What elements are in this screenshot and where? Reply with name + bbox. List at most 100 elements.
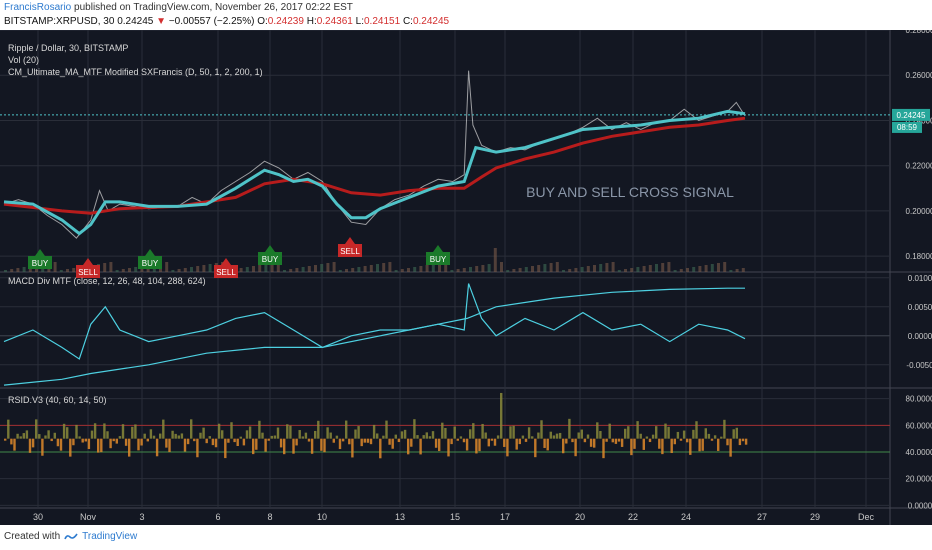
volume-bar [543, 264, 547, 272]
rsi-bar [214, 438, 218, 448]
rsi-bar [239, 436, 242, 439]
rsi-bar [543, 438, 546, 448]
rsi-bar [255, 438, 258, 450]
buy-arrow-icon [265, 245, 275, 252]
rsi-bar [391, 438, 394, 449]
rsi-bar [217, 423, 221, 439]
tradingview-link[interactable]: TradingView [82, 531, 138, 542]
rsi-bar [487, 438, 490, 447]
rsi-bar [400, 431, 404, 439]
low-value: 0.24151 [364, 16, 401, 27]
volume-bar [642, 266, 646, 272]
volume-bar [10, 269, 14, 272]
x-tick-label: 10 [317, 512, 327, 522]
rsi-bar [4, 438, 7, 441]
volume-bar [531, 266, 534, 272]
x-tick-label: 8 [267, 512, 272, 522]
rsi-bar [382, 435, 385, 439]
rsi-bar [171, 430, 174, 439]
volume-bar [648, 265, 652, 272]
rsi-bar [540, 420, 543, 439]
rsi-bar [72, 438, 75, 446]
volume-bar [611, 262, 615, 272]
volume-bar [394, 270, 398, 272]
rsi-bar [686, 438, 689, 443]
rsi-bar [149, 429, 153, 439]
y-tick-label: 0.18000 [906, 252, 932, 261]
rsi-bar [183, 438, 187, 452]
countdown: 08:59 [897, 123, 918, 132]
volume-bar [369, 265, 373, 272]
rsi-bar [242, 438, 246, 446]
volume-bar [407, 268, 410, 272]
volume-bar [617, 270, 621, 272]
rsi-bar [648, 438, 652, 443]
volume-bar [258, 265, 262, 272]
volume-bar [419, 266, 423, 272]
x-tick-label: 13 [395, 512, 405, 522]
signal-label: SELL [216, 268, 236, 277]
rsi-bar [438, 438, 441, 452]
rsi-bar [555, 433, 559, 439]
footer: Created with TradingView [4, 531, 137, 542]
buy-arrow-icon [433, 245, 443, 252]
rsi-bar [199, 432, 202, 439]
author-link[interactable]: FrancisRosario [4, 2, 72, 13]
rsi-bar [227, 438, 230, 443]
volume-bar [115, 270, 119, 272]
volume-bar [289, 269, 293, 272]
macd-slow-line [3, 287, 745, 386]
down-arrow-icon: ▼ [156, 16, 167, 27]
open-value: 0.24239 [267, 16, 304, 27]
rsi-bar [22, 433, 25, 439]
rsi-bar [379, 438, 382, 459]
volume-bar [555, 262, 559, 272]
volume-bar [506, 270, 510, 272]
rsi-bar [710, 438, 714, 441]
rsi-bar [586, 434, 590, 439]
volume-bar [283, 270, 286, 272]
rsi-bar [143, 433, 146, 439]
chart-area[interactable]: 30 Nov 3 6 8 10 13 15 17 20 22 24 27 29 Dec 0.28000 0.26… [0, 30, 932, 525]
rsi-bar [518, 438, 521, 445]
rsi-bar [707, 433, 711, 439]
rsi-bar [301, 436, 304, 439]
rsi-bar [484, 432, 487, 439]
volume-bar [537, 265, 541, 272]
signal-label: SELL [78, 268, 98, 277]
rsi-bar [10, 438, 13, 445]
rsi-bar [624, 428, 627, 439]
chart-canvas[interactable]: 30 Nov 3 6 8 10 13 15 17 20 22 24 27 29 Dec 0.28000 0.26… [0, 30, 932, 525]
rsi-bar [270, 435, 273, 439]
volume-bar [53, 262, 57, 272]
volume-bar [351, 268, 355, 272]
y-tick-label: 0.24000 [906, 116, 932, 125]
rsi-bar [326, 427, 329, 439]
rsi-bar [636, 421, 639, 439]
rsi-bar [320, 438, 323, 451]
rsi-bar [512, 425, 515, 439]
rsi-bar [279, 438, 283, 448]
rsi-bar [7, 419, 10, 439]
rsi-bar [360, 438, 363, 447]
rsi-bar [444, 428, 447, 439]
rsi-bar [667, 426, 670, 439]
rsi-bar [66, 427, 69, 439]
rsi-bar [276, 427, 280, 439]
rsi-bar [617, 438, 621, 442]
rsi-bar [562, 438, 565, 454]
x-tick-label: 6 [215, 512, 220, 522]
volume-bar [388, 262, 392, 272]
rsi-bar [503, 438, 506, 447]
rsi-bar [159, 433, 162, 439]
rsi-bar [28, 438, 32, 453]
rsi-bar [670, 438, 673, 454]
x-tick-label: 24 [681, 512, 691, 522]
volume-bar [549, 263, 553, 272]
volume-bar [314, 265, 317, 272]
rsi-bar [273, 435, 277, 439]
y-tick-label: 0.0050 [908, 303, 932, 312]
rsi-bar [245, 430, 249, 439]
x-tick-label: 15 [450, 512, 460, 522]
rsi-bar [115, 438, 118, 444]
